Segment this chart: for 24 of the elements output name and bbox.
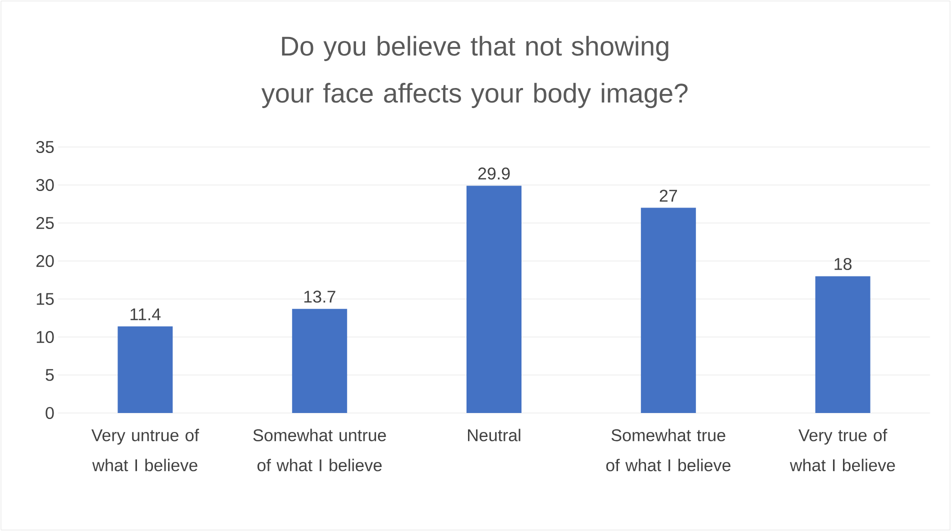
y-tick-label: 10	[36, 330, 54, 344]
y-tick-label: 30	[36, 178, 54, 192]
data-label: 11.4	[130, 308, 161, 320]
x-tick-label: Somewhat untrue of what I believe	[253, 428, 386, 472]
data-label: 29.9	[478, 168, 510, 180]
bar	[118, 326, 173, 413]
y-tick-label: 15	[36, 293, 54, 305]
y-tick-label: 25	[36, 216, 54, 230]
bar	[466, 186, 522, 413]
data-label: 27	[660, 190, 677, 202]
bar	[292, 308, 348, 413]
chart-title: Do you believe that not showing your face affects your body image?	[261, 36, 688, 108]
y-tick-label: 35	[36, 140, 54, 154]
y-tick-label: 20	[36, 254, 54, 268]
x-tick-label: Very untrue of what I believe	[91, 428, 200, 472]
bar	[815, 276, 870, 413]
y-tick-label: 5	[46, 369, 54, 381]
x-tick-label: Very true of what I believe	[790, 428, 895, 472]
x-tick-label: Somewhat true of what I believe	[606, 428, 730, 472]
y-tick-label: 0	[46, 406, 54, 420]
data-label: 18	[834, 258, 852, 270]
data-label: 13.7	[304, 290, 336, 303]
x-tick-label: Neutral	[468, 428, 520, 442]
bar	[640, 208, 696, 413]
